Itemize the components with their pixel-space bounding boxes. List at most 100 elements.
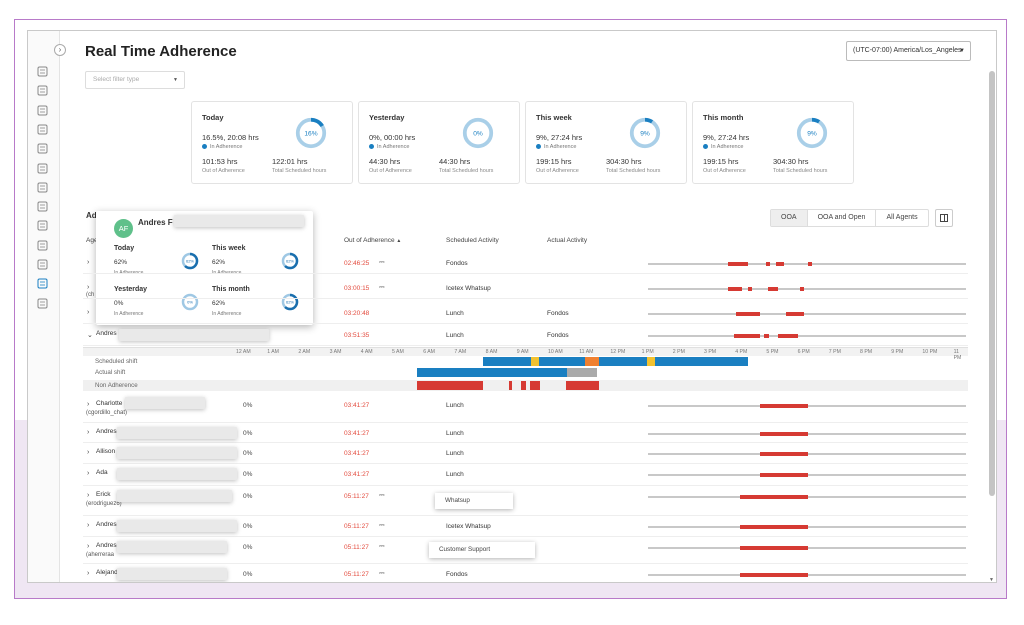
chevron-right-icon[interactable]: › bbox=[87, 309, 90, 316]
scheduled-bar[interactable] bbox=[483, 357, 531, 366]
agent-username: (cgordillo_chat) bbox=[86, 410, 128, 416]
col-ooa[interactable]: Out of Adherence ▲ bbox=[344, 237, 401, 244]
hour-label: 9 PM bbox=[891, 349, 904, 355]
agent-row[interactable]: › Andres (aherreraa 0% 05:11:27 ⎓ bbox=[83, 537, 968, 564]
adherence-percent: 0% bbox=[243, 402, 253, 409]
redacted-text bbox=[119, 329, 269, 341]
hour-label: 8 PM bbox=[860, 349, 873, 355]
agent-row[interactable]: › Charlotte (cgordillo_chat) 0% 03:41:27… bbox=[83, 395, 968, 423]
card-value: 9%, 27:24 hrs bbox=[703, 133, 750, 142]
bar-chart-icon[interactable] bbox=[36, 142, 49, 155]
scheduled-bar[interactable] bbox=[599, 357, 647, 366]
adherence-percent: 0% bbox=[243, 430, 253, 437]
agent-summary-popup: AF Andres F Today 62% In Adherence This … bbox=[96, 211, 313, 325]
chevron-down-icon: ▼ bbox=[173, 77, 178, 83]
in-adherence-label: In Adherence bbox=[711, 144, 744, 150]
scroll-down-icon[interactable]: ▼ bbox=[989, 577, 994, 583]
columns-icon bbox=[940, 214, 948, 222]
agent-name: Alejandra bbox=[96, 569, 124, 576]
collapse-sidebar-button[interactable]: › bbox=[54, 44, 66, 56]
grid-icon[interactable] bbox=[36, 200, 49, 213]
scheduled-lunch-bar[interactable] bbox=[585, 357, 599, 366]
chevron-right-icon[interactable]: › bbox=[87, 522, 90, 529]
actual-idle-bar[interactable] bbox=[567, 368, 597, 377]
toggle-ooa-open[interactable]: OOA and Open bbox=[808, 210, 877, 226]
ooa-time: 02:46:25 bbox=[344, 260, 370, 267]
sort-asc-icon: ▲ bbox=[396, 238, 402, 244]
mini-timeline bbox=[648, 473, 966, 477]
agent-row[interactable]: › Erick (erodriguez6) 0% 05:11:27 ⎓ bbox=[83, 486, 968, 516]
popup-week-label: This week bbox=[212, 245, 246, 252]
chevron-right-icon[interactable]: › bbox=[87, 259, 90, 266]
chevron-right-icon[interactable]: › bbox=[87, 401, 90, 408]
columns-button[interactable] bbox=[935, 209, 953, 227]
agent-row[interactable]: › 03:20:48 Lunch Fondos bbox=[83, 303, 968, 324]
summary-card: This month 9%, 27:24 hrs In Adherence 19… bbox=[692, 101, 854, 184]
toggle-ooa[interactable]: OOA bbox=[771, 210, 808, 226]
chevron-right-icon[interactable]: › bbox=[87, 543, 90, 550]
agent-row[interactable]: › Alejandra 0% 05:11:27 ⎓ Fondos bbox=[83, 564, 968, 582]
adherence-icon[interactable] bbox=[36, 277, 49, 290]
chevron-right-icon[interactable]: › bbox=[87, 470, 90, 477]
agent-row[interactable]: › Allison 0% 03:41:27 Lunch bbox=[83, 443, 968, 464]
flow-icon[interactable] bbox=[36, 84, 49, 97]
agent-row[interactable]: › Ada 0% 03:41:27 Lunch bbox=[83, 464, 968, 486]
actual-bar[interactable] bbox=[417, 368, 567, 377]
calendar-icon[interactable] bbox=[36, 239, 49, 252]
col-scheduled[interactable]: Scheduled Activity bbox=[446, 237, 499, 244]
scheduled-break-bar[interactable] bbox=[647, 357, 655, 366]
scheduled-activity: Lunch bbox=[446, 471, 464, 478]
chevron-down-icon[interactable]: ⌄ bbox=[87, 332, 93, 339]
agent-row[interactable]: ⌄ Andres 03:51:35 Lunch Fondos bbox=[83, 325, 968, 346]
scheduled-bar[interactable] bbox=[655, 357, 748, 366]
chevron-right-icon[interactable]: › bbox=[87, 429, 90, 436]
non-adherence-bar[interactable] bbox=[417, 381, 483, 390]
agent-row[interactable]: › (ch 03:00:15 ⎓ Icetex Whatsup bbox=[83, 278, 968, 299]
popup-yesterday-value: 0% bbox=[114, 300, 124, 307]
chevron-right-icon[interactable]: › bbox=[87, 449, 90, 456]
activity-tooltip: Whatsup bbox=[435, 493, 513, 509]
ooa-segment bbox=[808, 262, 812, 266]
agent-name: Andres bbox=[96, 521, 117, 528]
non-adherence-bar[interactable] bbox=[509, 381, 512, 390]
col-actual[interactable]: Actual Activity bbox=[547, 237, 588, 244]
donut-chart: 62% bbox=[281, 252, 299, 270]
media-icon[interactable] bbox=[36, 219, 49, 232]
non-adherence-bar[interactable] bbox=[566, 381, 599, 390]
agent-name: Andres bbox=[96, 330, 117, 337]
ooa-time: 03:41:27 bbox=[344, 430, 370, 437]
non-adherence-bar[interactable] bbox=[521, 381, 526, 390]
donut-chart: 62% bbox=[181, 252, 199, 270]
trend-icon[interactable] bbox=[36, 104, 49, 117]
ooa-segment bbox=[760, 452, 808, 456]
agent-row[interactable]: › Andres 0% 03:41:27 Lunch bbox=[83, 423, 968, 443]
chevron-right-icon[interactable]: › bbox=[87, 284, 90, 291]
out-value: 199:15 hrs bbox=[536, 157, 572, 166]
agent-row[interactable]: › Andres 0% 05:11:27 ⎓ Icetex Whatsup bbox=[83, 516, 968, 537]
scheduled-bar[interactable] bbox=[539, 357, 585, 366]
mini-timeline bbox=[648, 287, 966, 291]
area-chart-icon[interactable] bbox=[36, 258, 49, 271]
timezone-select[interactable]: (UTC-07:00) America/Los_Angeles ▼ bbox=[846, 41, 971, 61]
report-icon[interactable] bbox=[36, 162, 49, 175]
toggle-all-agents[interactable]: All Agents bbox=[886, 214, 918, 221]
chevron-right-icon[interactable]: › bbox=[87, 570, 90, 577]
redacted-text bbox=[117, 520, 237, 532]
chevron-right-icon[interactable]: › bbox=[87, 492, 90, 499]
stack-icon[interactable] bbox=[36, 123, 49, 136]
document-icon[interactable] bbox=[36, 181, 49, 194]
ooa-segment bbox=[740, 546, 808, 550]
database-icon[interactable] bbox=[36, 65, 49, 78]
col-agent[interactable]: Age bbox=[86, 237, 98, 244]
agent-row[interactable]: › 02:46:25 ⎓ Fondos bbox=[83, 253, 968, 274]
hour-label: 4 AM bbox=[360, 349, 373, 355]
filter-type-select[interactable]: Select filter type ▼ bbox=[85, 71, 185, 89]
vertical-scrollbar[interactable] bbox=[989, 71, 995, 496]
non-adherence-bar[interactable] bbox=[530, 381, 540, 390]
collapse-arrows-icon[interactable] bbox=[36, 297, 49, 310]
hour-label: 11 AM bbox=[579, 349, 594, 355]
redacted-text bbox=[117, 490, 232, 502]
scheduled-break-bar[interactable] bbox=[531, 357, 539, 366]
hour-label: 5 AM bbox=[392, 349, 404, 355]
mini-timeline bbox=[648, 432, 966, 436]
